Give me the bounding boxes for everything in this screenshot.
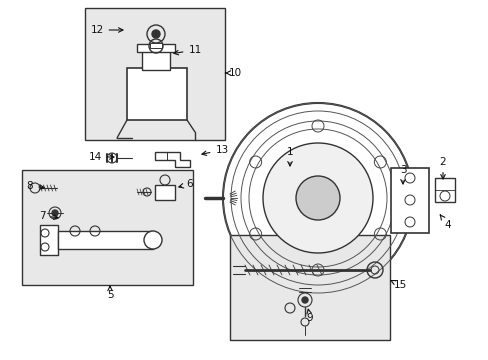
Bar <box>85 8 224 140</box>
Bar <box>137 44 175 52</box>
Text: 4: 4 <box>439 215 450 230</box>
Text: 9: 9 <box>306 309 313 323</box>
Bar <box>22 170 193 285</box>
Text: 13: 13 <box>202 145 228 156</box>
Text: 14: 14 <box>88 152 114 162</box>
Circle shape <box>52 210 58 216</box>
Polygon shape <box>155 152 190 167</box>
Text: 11: 11 <box>174 45 201 55</box>
Text: 15: 15 <box>390 280 406 290</box>
Text: 7: 7 <box>39 211 58 221</box>
Bar <box>390 167 428 233</box>
Text: 12: 12 <box>90 25 122 35</box>
Text: 8: 8 <box>27 181 44 191</box>
Bar <box>142 50 170 70</box>
Circle shape <box>223 103 412 293</box>
Text: 5: 5 <box>106 286 113 300</box>
Circle shape <box>152 30 160 38</box>
Bar <box>150 43 162 48</box>
Bar <box>40 225 58 255</box>
Circle shape <box>263 143 372 253</box>
Circle shape <box>302 297 307 303</box>
Text: 1: 1 <box>286 147 293 166</box>
Text: 6: 6 <box>179 179 193 189</box>
Bar <box>127 68 186 120</box>
Circle shape <box>295 176 339 220</box>
Bar <box>434 178 454 202</box>
Bar <box>58 231 153 249</box>
Circle shape <box>143 231 162 249</box>
Text: 2: 2 <box>439 157 446 179</box>
Bar <box>229 235 389 340</box>
Bar <box>155 185 175 200</box>
Text: 3: 3 <box>399 165 406 184</box>
Text: 10: 10 <box>225 68 241 78</box>
